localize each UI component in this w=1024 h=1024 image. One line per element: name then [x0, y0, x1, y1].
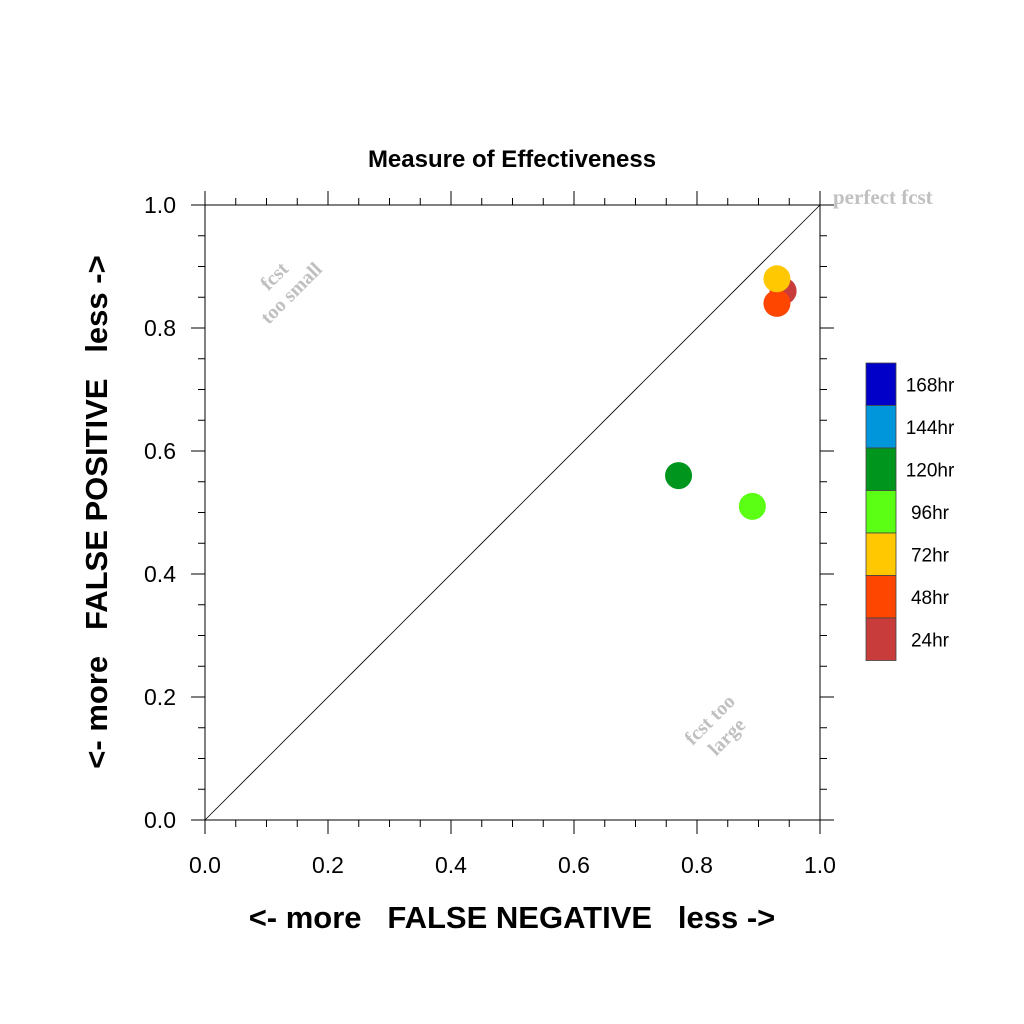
data-point-96hr	[738, 492, 766, 520]
legend-label-144hr: 144hr	[906, 418, 955, 439]
x-tick-label: 0.4	[435, 852, 467, 878]
y-tick-label: 0.8	[144, 315, 176, 341]
x-axis-label: <- more FALSE NEGATIVE less ->	[249, 900, 776, 935]
legend: 168hr 144hr 120hr 96hr 72hr 48hr 24hr	[865, 362, 955, 661]
y-tick-label: 0.0	[144, 807, 176, 833]
data-point-120hr	[665, 462, 693, 490]
x-tick-label: 0.8	[681, 852, 713, 878]
chart-title: Measure of Effectiveness	[368, 146, 656, 173]
fcst-too-small-annotation: fcst too small	[256, 258, 327, 329]
legend-swatch-72hr	[865, 532, 897, 576]
y-tick-label: 0.4	[144, 561, 176, 587]
legend-swatch-144hr	[865, 405, 897, 449]
x-tick-label: 0.2	[312, 852, 344, 878]
legend-label-96hr: 96hr	[911, 503, 950, 524]
x-tick-label: 0.0	[189, 852, 221, 878]
x-tick-label: 0.6	[558, 852, 590, 878]
legend-label-120hr: 120hr	[906, 460, 955, 481]
plot-area: 0.0 0.2 0.4 0.6 0.8 1.0 0.0 0.2 0.4 0.6 0.8 1.0	[144, 191, 836, 878]
perfect-fcst-annotation: perfect fcst	[833, 185, 933, 209]
x-tick-labels: 0.0 0.2 0.4 0.6 0.8 1.0	[189, 852, 836, 878]
y-tick-labels: 0.0 0.2 0.4 0.6 0.8 1.0	[144, 192, 176, 833]
y-tick-label: 0.6	[144, 438, 176, 464]
data-points	[665, 265, 797, 520]
y-axis-label: <- more FALSE POSITIVE less ->	[79, 255, 114, 768]
legend-label-48hr: 48hr	[911, 588, 950, 609]
legend-swatch-168hr	[865, 362, 897, 406]
legend-swatch-96hr	[865, 490, 897, 534]
y-tick-label: 1.0	[144, 192, 176, 218]
legend-swatch-48hr	[865, 575, 897, 619]
data-point-72hr	[763, 265, 791, 293]
legend-swatch-120hr	[865, 447, 897, 491]
tick-marks	[191, 191, 834, 834]
legend-swatch-24hr	[865, 617, 897, 661]
x-tick-label: 1.0	[804, 852, 836, 878]
legend-label-24hr: 24hr	[911, 630, 950, 651]
legend-label-72hr: 72hr	[911, 545, 950, 566]
fcst-too-large-annotation: fcst too large	[681, 691, 751, 761]
y-tick-label: 0.2	[144, 684, 176, 710]
data-point-48hr	[763, 289, 791, 317]
diagonal-line	[204, 204, 821, 821]
legend-label-168hr: 168hr	[906, 375, 955, 396]
